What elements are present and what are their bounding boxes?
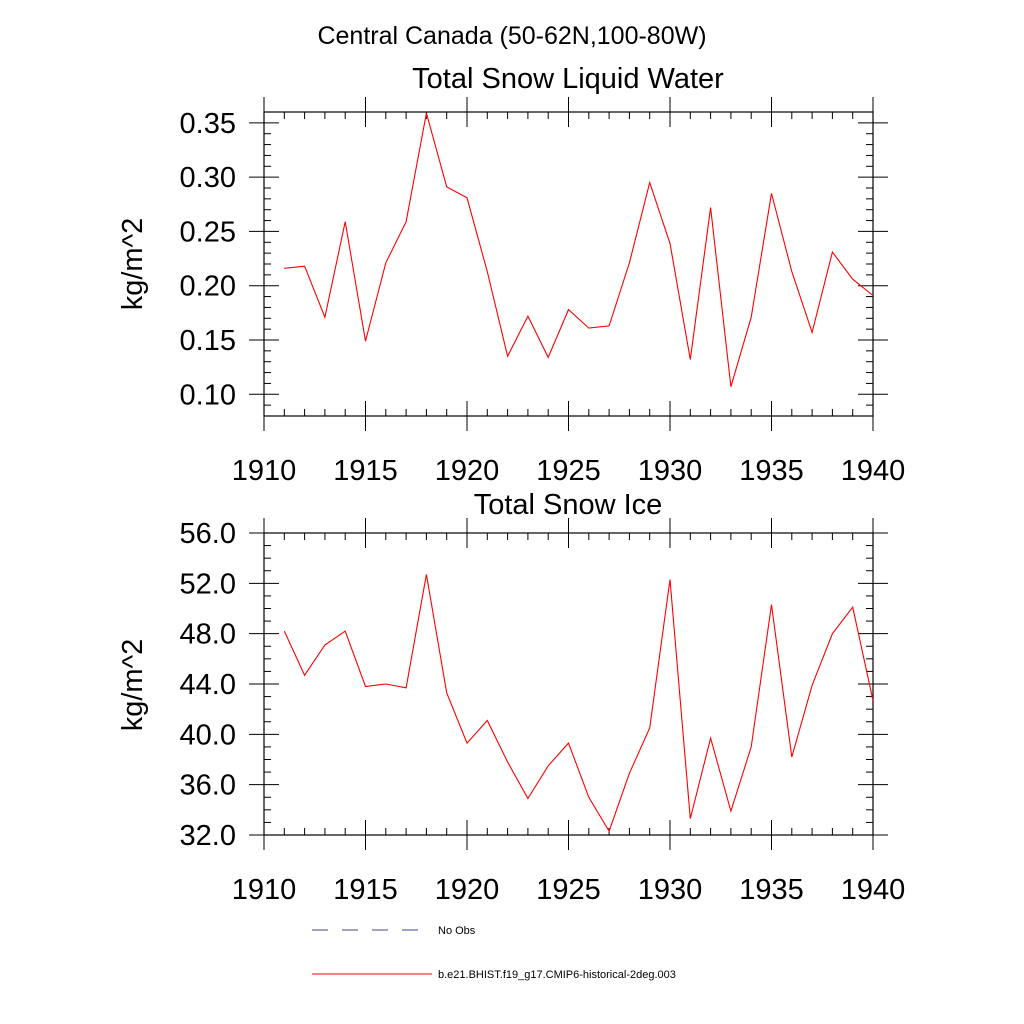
x-tick-label: 1915 bbox=[333, 874, 398, 906]
panel-2-ylabel: kg/m^2 bbox=[117, 639, 149, 732]
y-tick-label: 0.10 bbox=[180, 379, 236, 411]
series-line bbox=[283, 574, 874, 833]
x-tick-label: 1940 bbox=[841, 455, 906, 487]
panel-2-series bbox=[283, 574, 874, 833]
y-tick-label: 36.0 bbox=[180, 770, 236, 802]
panel-1-ticks: 1910 1915 1920 1925 1930 1935 1940 0.10 0.15 0.20… bbox=[180, 97, 906, 487]
y-tick-label: 48.0 bbox=[180, 619, 236, 651]
x-tick-label: 1935 bbox=[739, 874, 804, 906]
x-tick-label: 1920 bbox=[435, 455, 500, 487]
y-tick-label: 40.0 bbox=[180, 719, 236, 751]
legend-label-model: b.e21.BHIST.f19_g17.CMIP6-historical-2de… bbox=[438, 969, 676, 981]
y-tick-label: 0.20 bbox=[180, 271, 236, 303]
y-tick-label: 0.30 bbox=[180, 162, 236, 194]
panel-snow-ice: Total Snow Ice kg/m^2 1910 1915 1920 1925 19… bbox=[117, 489, 905, 906]
x-tick-label: 1920 bbox=[435, 874, 500, 906]
panel-snow-liquid-water: Total Snow Liquid Water kg/m^2 1910 1915 1… bbox=[117, 63, 905, 487]
x-tick-label: 1910 bbox=[232, 455, 297, 487]
x-tick-label: 1930 bbox=[638, 874, 703, 906]
y-tick-label: 56.0 bbox=[180, 518, 236, 550]
panel-1-ylabel: kg/m^2 bbox=[117, 218, 149, 311]
y-tick-label: 0.15 bbox=[180, 325, 236, 357]
series-line bbox=[284, 112, 874, 387]
y-tick-label: 52.0 bbox=[180, 568, 236, 600]
panel-1-series bbox=[284, 112, 874, 387]
panel-2-ticks: 1910 1915 1920 1925 1930 1935 1940 32.0 36.0 40.0… bbox=[180, 518, 906, 906]
legend-label-no-obs: No Obs bbox=[438, 925, 476, 937]
x-tick-label: 1930 bbox=[638, 455, 703, 487]
y-tick-label: 0.25 bbox=[180, 216, 236, 248]
x-tick-label: 1915 bbox=[333, 455, 398, 487]
panel-1-plot-frame bbox=[263, 111, 874, 417]
figure-supertitle: Central Canada (50-62N,100-80W) bbox=[317, 22, 706, 50]
panel-2-title: Total Snow Ice bbox=[474, 489, 663, 521]
x-tick-label: 1910 bbox=[232, 874, 297, 906]
x-tick-label: 1925 bbox=[536, 455, 601, 487]
x-tick-label: 1925 bbox=[536, 874, 601, 906]
x-tick-label: 1935 bbox=[739, 455, 804, 487]
y-tick-label: 0.35 bbox=[180, 108, 236, 140]
x-tick-label: 1940 bbox=[841, 874, 906, 906]
panel-1-title: Total Snow Liquid Water bbox=[412, 63, 724, 95]
legend: No Obs b.e21.BHIST.f19_g17.CMIP6-histori… bbox=[312, 925, 676, 981]
y-tick-label: 44.0 bbox=[180, 669, 236, 701]
y-tick-label: 32.0 bbox=[180, 820, 236, 852]
